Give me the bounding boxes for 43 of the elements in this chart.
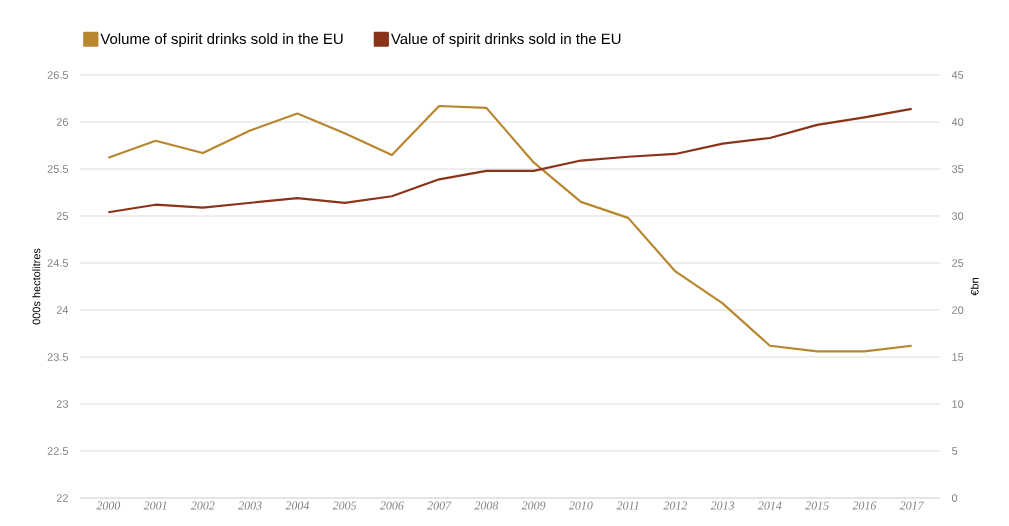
y2-tick-label: 30 [951,212,964,220]
x-tick-label: 2002 [190,501,215,510]
legend-label: Volume of spirit drinks sold in the EU [100,33,343,48]
y-tick-label: 23.5 [47,353,69,361]
y2-tick-label: 45 [951,71,964,79]
x-tick-label: 2006 [379,501,404,510]
y-tick-label: 22.5 [47,447,69,455]
y-tick-label: 22 [56,494,68,502]
y2-tick-label: 25 [952,259,964,267]
x-tick-label: 2005 [332,501,357,510]
y2-tick-label: 20 [952,306,964,314]
x-tick-label: 2013 [710,501,735,510]
x-tick-label: 2012 [663,501,688,510]
y-tick-label: 24 [56,306,69,314]
x-tick-label: 2004 [285,501,310,510]
y-axis-title: 000s hectolitres [32,248,41,325]
x-tick-label: 2003 [238,501,262,510]
y2-axis-title: €bn [970,278,979,296]
y-tick-label: 23 [56,400,68,408]
x-tick-label: 2015 [805,501,829,510]
y2-tick-label: 40 [951,118,964,126]
y-tick-label: 26 [56,118,68,126]
y2-tick-label: 10 [952,400,964,408]
legend-label: Value of spirit drinks sold in the EU [390,33,621,48]
y2-tick-label: 15 [952,353,964,361]
x-tick-label: 2008 [474,501,499,510]
x-tick-label: 2014 [757,501,782,510]
x-tick-label: 2017 [899,501,925,510]
y2-tick-label: 5 [951,447,958,455]
x-tick-label: 2000 [96,501,121,510]
line-series [107,104,913,353]
y2-tick-label: 35 [951,165,964,173]
y2-tick-label: 0 [951,494,958,502]
x-tick-label: 2009 [521,501,546,510]
x-tick-label: 2016 [852,501,877,510]
y-tick-label: 25.5 [47,165,69,173]
y-tick-label: 24.5 [47,259,69,267]
y-tick-label: 26.5 [47,71,69,79]
x-tick-label: 2011 [616,501,639,510]
x-tick-label: 2010 [568,501,593,510]
y-tick-label: 25 [56,212,69,220]
x-tick-label: 2007 [427,501,452,510]
x-tick-label: 2001 [143,501,167,510]
